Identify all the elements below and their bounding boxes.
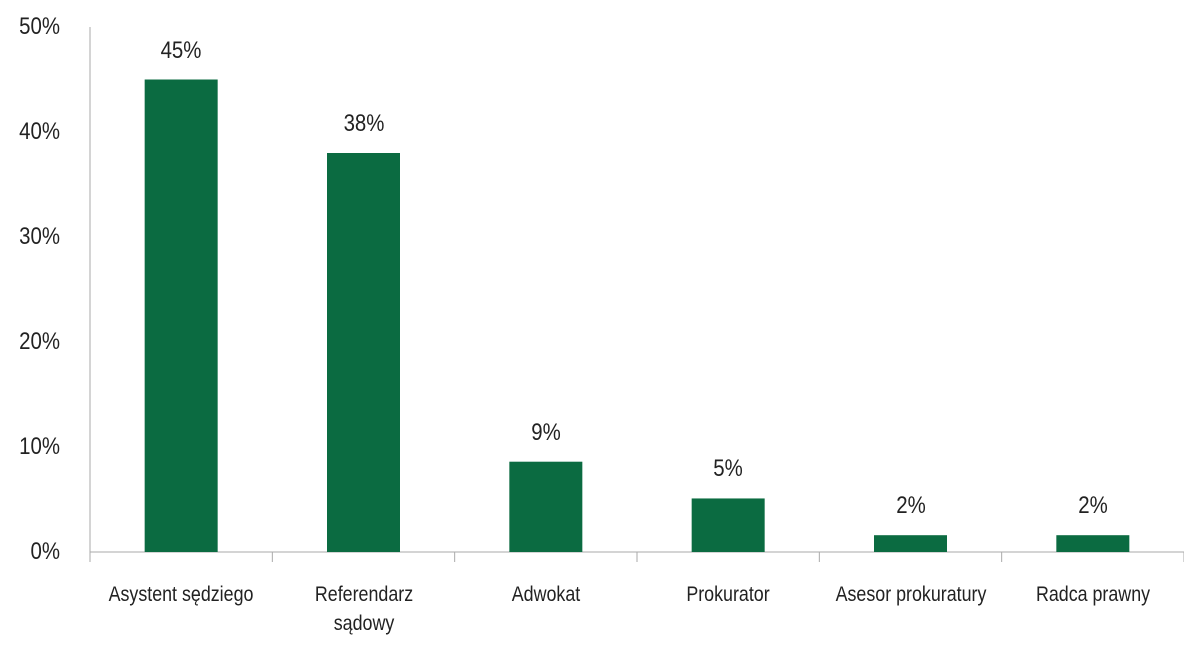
bar bbox=[327, 153, 400, 552]
y-tick-label: 20% bbox=[19, 328, 60, 355]
x-tick-label: Asystent sędziego bbox=[108, 583, 254, 606]
bar bbox=[1056, 535, 1130, 552]
y-tick-label: 10% bbox=[19, 433, 60, 460]
y-tick-label: 50% bbox=[19, 13, 60, 40]
x-tick-label: Adwokat bbox=[511, 583, 581, 606]
value-label: 45% bbox=[160, 36, 202, 64]
x-tick-label: Prokurator bbox=[686, 583, 770, 606]
bar bbox=[144, 79, 218, 552]
x-tick-label: Asesor prokuratury bbox=[835, 583, 986, 606]
x-tick-label: Radca prawny bbox=[1035, 583, 1150, 606]
y-tick-label: 40% bbox=[19, 118, 60, 145]
bar bbox=[509, 461, 583, 552]
value-label: 2% bbox=[1078, 492, 1108, 520]
value-label: 9% bbox=[531, 418, 561, 446]
bar bbox=[874, 535, 947, 552]
y-tick-label: 30% bbox=[19, 223, 60, 250]
bar bbox=[691, 498, 765, 552]
value-label: 5% bbox=[713, 455, 743, 483]
x-tick-label: Referendarz sądowy bbox=[314, 583, 413, 635]
value-label: 38% bbox=[343, 110, 384, 137]
y-tick-label: 0% bbox=[30, 538, 60, 565]
value-label: 2% bbox=[895, 492, 926, 520]
